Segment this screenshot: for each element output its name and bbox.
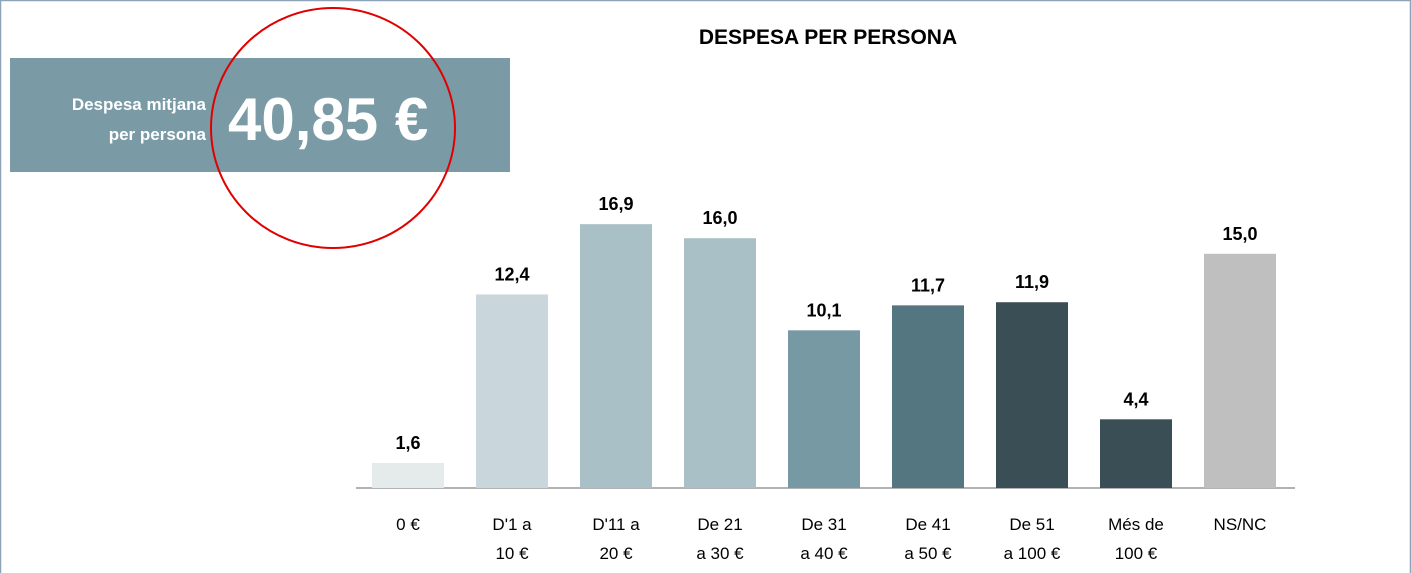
chart-title: DESPESA PER PERSONA bbox=[699, 26, 957, 49]
value-label: 12,4 bbox=[494, 264, 529, 284]
value-label: 4,4 bbox=[1123, 389, 1148, 409]
x-tick-label: De 41 a 50 € bbox=[904, 515, 952, 563]
bar bbox=[580, 224, 652, 488]
bar bbox=[372, 463, 444, 488]
x-tick-label: 0 € bbox=[396, 515, 420, 534]
bar bbox=[476, 294, 548, 488]
annotation-label: per persona bbox=[109, 125, 207, 144]
annotation-value: 40,85 € bbox=[228, 86, 428, 153]
value-label: 10,1 bbox=[806, 300, 841, 320]
x-tick-label: D'11 a 20 € bbox=[592, 515, 640, 563]
bar bbox=[1100, 419, 1172, 488]
annotation-label: Despesa mitjana bbox=[72, 95, 207, 114]
x-tick-label: Més de 100 € bbox=[1108, 515, 1164, 563]
bar bbox=[996, 302, 1068, 488]
x-tick-label: De 21 a 30 € bbox=[696, 515, 744, 563]
bar bbox=[1204, 253, 1276, 488]
x-tick-label: De 51 a 100 € bbox=[1004, 515, 1061, 563]
value-label: 16,9 bbox=[598, 194, 633, 214]
value-label: 11,7 bbox=[911, 275, 945, 295]
x-tick-label: De 31 a 40 € bbox=[800, 515, 848, 563]
value-label: 1,6 bbox=[395, 433, 420, 453]
x-tick-label: NS/NC bbox=[1214, 515, 1267, 534]
bar bbox=[788, 330, 860, 488]
value-label: 16,0 bbox=[702, 208, 737, 228]
x-tick-label: D'1 a 10 € bbox=[492, 515, 532, 563]
bar bbox=[892, 305, 964, 488]
value-label: 15,0 bbox=[1222, 224, 1257, 244]
bar bbox=[684, 238, 756, 488]
value-label: 11,9 bbox=[1015, 272, 1049, 292]
annotation-box bbox=[10, 58, 510, 172]
highlight-circle bbox=[210, 7, 456, 249]
